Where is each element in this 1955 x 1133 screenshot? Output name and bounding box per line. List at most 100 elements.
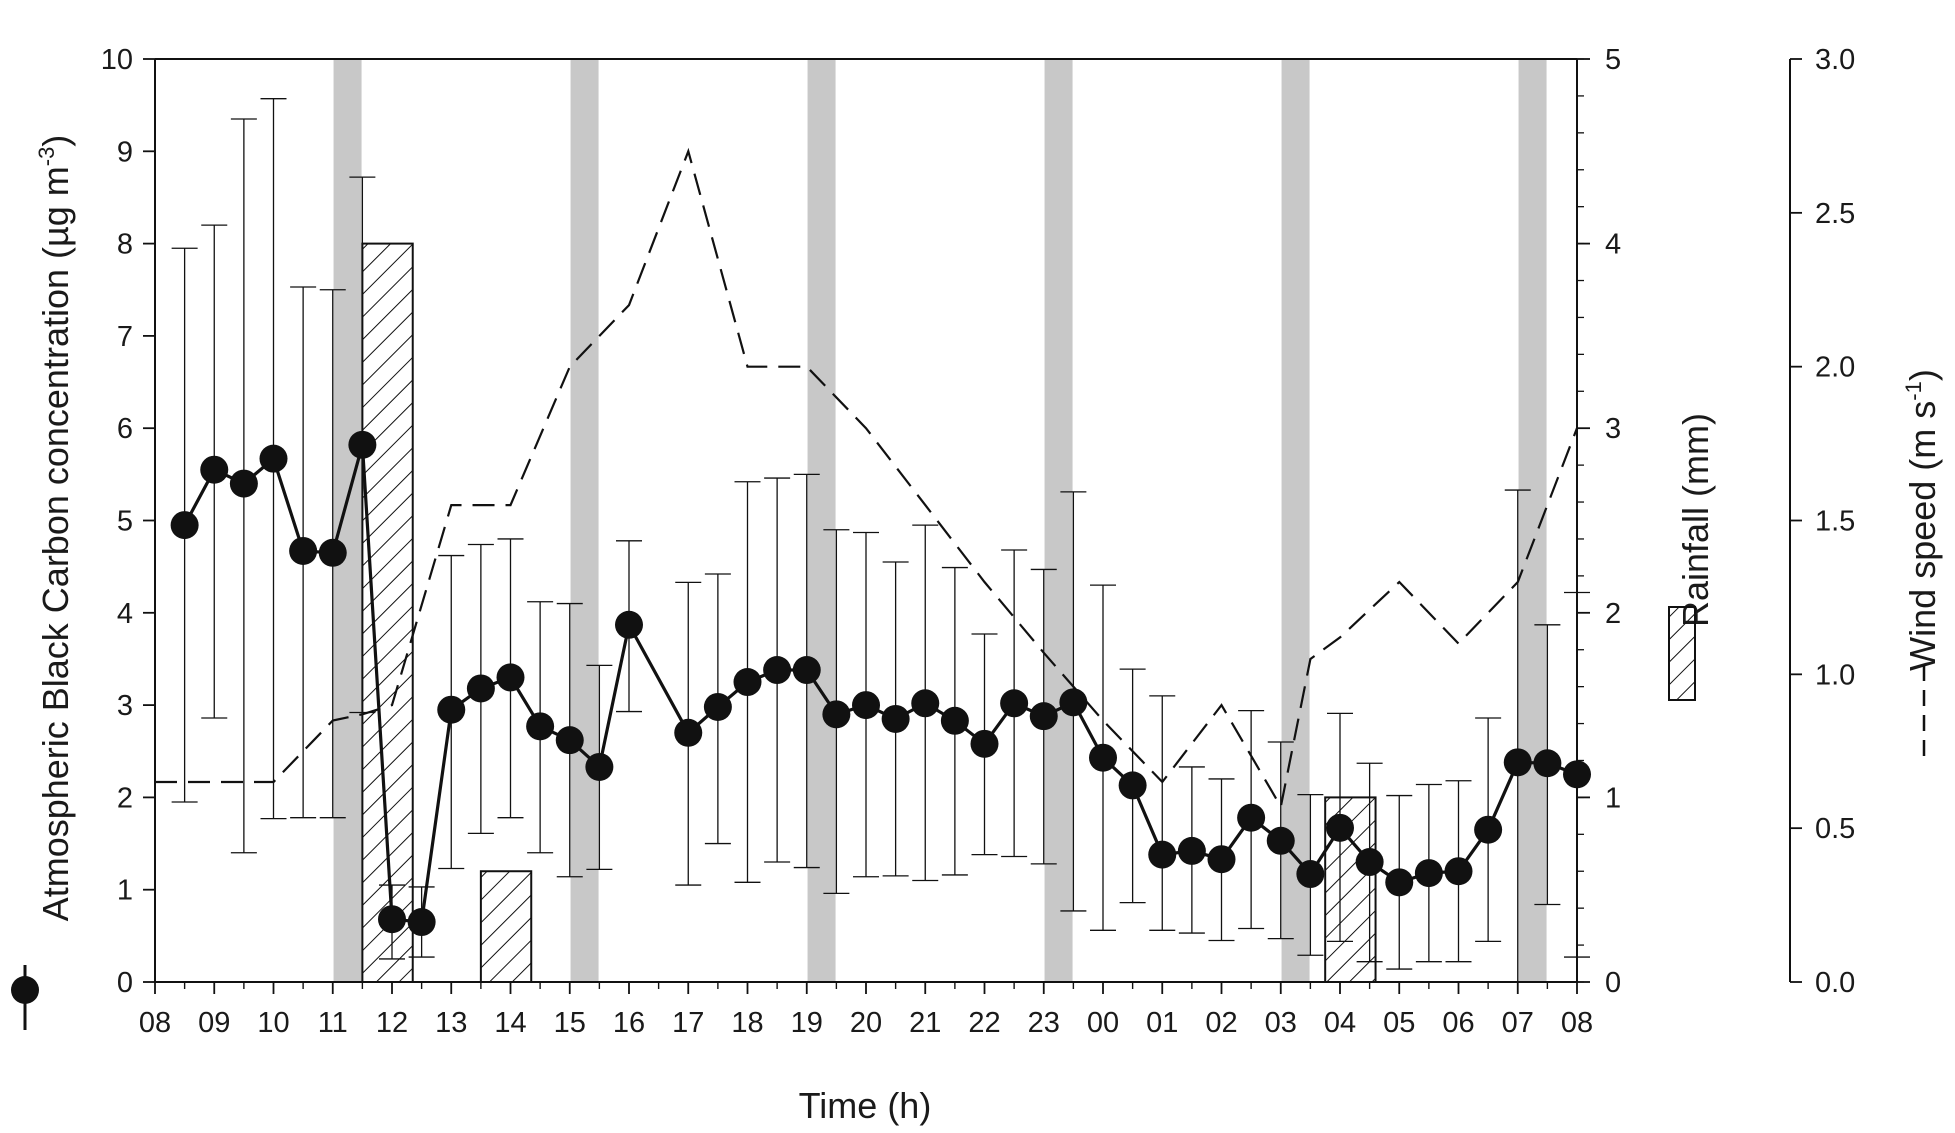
black-carbon-point	[1207, 845, 1236, 874]
black-carbon-point	[615, 610, 643, 639]
black-carbon-point	[970, 729, 999, 758]
left-y-tick-label: 1	[117, 875, 133, 907]
x-axis-title: Time (h)	[799, 1085, 932, 1126]
black-carbon-point	[1266, 826, 1295, 855]
black-carbon-point	[911, 689, 940, 718]
wind-y-tick-label: 1.0	[1815, 659, 1855, 691]
x-tick-label: 11	[318, 1007, 348, 1039]
black-carbon-point	[881, 704, 910, 733]
left-y-tick-label: 5	[117, 506, 133, 538]
wind-y-tick-label: 0.0	[1815, 967, 1855, 999]
x-tick-label: 13	[435, 1007, 467, 1039]
black-carbon-point	[259, 444, 288, 473]
night-shade-band	[570, 59, 599, 982]
rainfall-y-tick-label: 3	[1605, 413, 1621, 445]
x-tick-label: 20	[850, 1007, 882, 1039]
black-carbon-point	[674, 718, 703, 747]
black-carbon-point	[496, 663, 525, 692]
night-shade-band	[333, 59, 362, 982]
rainfall-bar	[479, 870, 533, 983]
black-carbon-point	[170, 511, 199, 540]
black-carbon-point	[1355, 848, 1384, 877]
wind-axis-title: Wind speed (m s-1)	[1901, 369, 1943, 671]
left-y-tick-label: 6	[117, 413, 133, 445]
left-axis-legend-symbol	[11, 965, 39, 1030]
black-carbon-point	[1503, 748, 1532, 777]
wind-y-tick-label: 2.0	[1815, 352, 1855, 384]
x-tick-label: 00	[1087, 1007, 1119, 1039]
black-carbon-point	[822, 700, 851, 729]
rainfall-y-tick-label: 0	[1605, 967, 1621, 999]
x-tick-label: 21	[909, 1007, 941, 1039]
rainfall-legend-swatch	[1668, 606, 1696, 701]
black-carbon-point	[200, 455, 229, 484]
black-carbon-point	[792, 656, 821, 685]
x-tick-label: 05	[1383, 1007, 1415, 1039]
night-shade-band	[1044, 59, 1073, 982]
left-y-tick-label: 9	[117, 136, 133, 168]
black-carbon-point	[1326, 813, 1354, 842]
tick-labels-layer: 08 09 10 11 12 13 14 15 16 17 18 19 20 21 22 23 00 01 02 03…	[101, 44, 1856, 1039]
black-carbon-point	[1414, 859, 1443, 888]
wind-speed-line	[155, 147, 1579, 810]
black-carbon-point	[940, 706, 969, 735]
black-carbon-point	[318, 538, 347, 567]
black-carbon-point	[1533, 749, 1562, 778]
black-carbon-point	[1237, 803, 1266, 832]
rainfall-axis-title: Rainfall (mm)	[1675, 413, 1716, 627]
black-carbon-point	[407, 908, 436, 937]
black-carbon-point	[555, 726, 584, 755]
black-carbon-point	[229, 469, 258, 498]
black-carbon-point	[526, 712, 555, 741]
left-y-tick-label: 0	[117, 967, 133, 999]
x-tick-label: 07	[1502, 1007, 1534, 1039]
black-carbon-point	[1118, 771, 1147, 800]
rainfall-y-tick-label: 4	[1605, 229, 1621, 261]
black-carbon-point	[1029, 702, 1058, 731]
x-tick-label: 17	[672, 1007, 704, 1039]
black-carbon-point	[1000, 689, 1029, 718]
black-carbon-point	[1296, 860, 1325, 889]
rainfall-y-tick-label: 2	[1605, 598, 1621, 630]
x-tick-label: 19	[791, 1007, 823, 1039]
x-tick-label: 10	[257, 1007, 289, 1039]
wind-y-tick-label: 2.5	[1815, 198, 1855, 230]
black-carbon-point	[1474, 815, 1503, 844]
black-carbon-point	[1059, 688, 1088, 717]
night-shade-band	[807, 59, 836, 982]
rainfall-y-tick-label: 1	[1605, 782, 1621, 814]
black-carbon-point	[1444, 857, 1473, 886]
x-tick-label: 15	[554, 1007, 586, 1039]
x-tick-label: 14	[494, 1007, 526, 1039]
black-carbon-point	[733, 668, 762, 697]
x-tick-label: 08	[1561, 1007, 1593, 1039]
x-tick-label: 09	[198, 1007, 230, 1039]
x-tick-label: 08	[139, 1007, 171, 1039]
black-carbon-point	[852, 691, 880, 720]
black-carbon-point	[763, 656, 792, 685]
left-y-tick-label: 3	[117, 690, 133, 722]
x-tick-label: 01	[1146, 1007, 1178, 1039]
black-carbon-point	[466, 674, 495, 703]
axes-layer	[143, 58, 1802, 994]
x-tick-label: 23	[1028, 1007, 1060, 1039]
wind-y-tick-label: 0.5	[1815, 813, 1855, 845]
black-carbon-point	[1385, 868, 1414, 897]
black-carbon-point	[437, 695, 466, 724]
x-tick-label: 06	[1442, 1007, 1474, 1039]
x-tick-label: 18	[731, 1007, 763, 1039]
black-carbon-point	[378, 905, 406, 934]
wind-speed-layer	[155, 147, 1579, 810]
x-tick-label: 02	[1205, 1007, 1237, 1039]
black-carbon-point	[703, 692, 732, 721]
black-carbon-point	[1148, 840, 1177, 869]
x-tick-label: 22	[968, 1007, 1000, 1039]
black-carbon-layer	[170, 430, 1591, 937]
black-carbon-point	[289, 536, 318, 565]
left-y-tick-label: 7	[117, 321, 133, 353]
x-tick-label: 04	[1324, 1007, 1356, 1039]
left-y-tick-label: 8	[117, 229, 133, 261]
left-axis-title: Atmospheric Black Carbon concentration (…	[34, 135, 76, 922]
wind-y-tick-label: 1.5	[1815, 506, 1855, 538]
